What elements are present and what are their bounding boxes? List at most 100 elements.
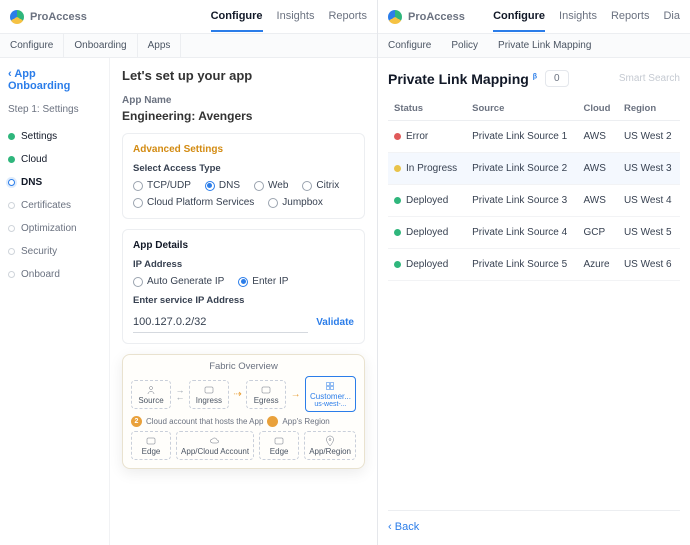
step-item[interactable]: Cloud: [8, 148, 101, 171]
cell-source: Private Link Source 2: [466, 153, 577, 185]
step-item[interactable]: Optimization: [8, 217, 101, 240]
col-region[interactable]: Region: [618, 97, 680, 121]
col-cloud[interactable]: Cloud: [577, 97, 617, 121]
table-row[interactable]: DeployedPrivate Link Source 4GCPUS West …: [388, 217, 680, 249]
right-subnav: Configure Policy Private Link Mapping: [378, 34, 690, 58]
cell-status: Deployed: [388, 249, 466, 281]
tab-configure[interactable]: Configure: [493, 2, 545, 32]
access-type-radio[interactable]: Jumpbox: [268, 197, 323, 208]
table-row[interactable]: DeployedPrivate Link Source 5AzureUS Wes…: [388, 249, 680, 281]
fabric-node-source: Source: [131, 380, 171, 409]
table-row[interactable]: ErrorPrivate Link Source 1AWSUS West 2: [388, 121, 680, 153]
right-pane: ProAccess Configure Insights Reports Dia…: [378, 0, 690, 545]
step-dot-icon: [8, 179, 15, 186]
step-item[interactable]: Settings: [8, 125, 101, 148]
step-label: Settings: [21, 131, 57, 142]
subnav-private-link[interactable]: Private Link Mapping: [488, 34, 601, 57]
right-header: ProAccess Configure Insights Reports Dia: [378, 0, 690, 34]
access-type-radio[interactable]: TCP/UDP: [133, 180, 191, 191]
cell-status: In Progress: [388, 153, 466, 185]
ip-radio[interactable]: Enter IP: [238, 276, 288, 287]
radio-icon: [254, 181, 264, 191]
subnav-policy[interactable]: Policy: [441, 34, 488, 57]
fabric-node-edge2: Edge: [259, 431, 299, 460]
subnav-configure[interactable]: Configure: [0, 34, 64, 57]
table-row[interactable]: In ProgressPrivate Link Source 2AWSUS We…: [388, 153, 680, 185]
radio-label: Jumpbox: [282, 197, 323, 208]
back-label: App Onboarding: [8, 68, 70, 92]
access-type-radio[interactable]: Web: [254, 180, 288, 191]
tab-configure[interactable]: Configure: [211, 2, 263, 32]
cell-region: US West 4: [618, 185, 680, 217]
radio-label: Citrix: [316, 180, 339, 191]
fabric-note-num: 2: [131, 416, 142, 427]
step-dot-icon: [8, 202, 15, 209]
step-label: Certificates: [21, 200, 71, 211]
radio-label: Enter IP: [252, 276, 288, 287]
fabric-node-customer: Customer...us-west-...: [305, 376, 356, 412]
left-header-tabs: Configure Insights Reports: [211, 2, 367, 32]
service-ip-input[interactable]: [133, 312, 308, 333]
fabric-node-ingress: Ingress: [189, 380, 229, 409]
fabric-title: Fabric Overview: [131, 361, 356, 372]
subnav-onboarding[interactable]: Onboarding: [64, 34, 137, 57]
step-label: Onboard: [21, 269, 60, 280]
step-item[interactable]: Onboard: [8, 263, 101, 286]
brand-name: ProAccess: [30, 11, 87, 23]
status-dot-icon: [394, 197, 401, 204]
subnav-configure[interactable]: Configure: [378, 34, 441, 57]
cell-source: Private Link Source 4: [466, 217, 577, 249]
fabric-overview-card: Fabric Overview Source →← Ingress ⇢ Egre…: [122, 354, 365, 469]
radio-label: DNS: [219, 180, 240, 191]
left-header: ProAccess Configure Insights Reports: [0, 0, 377, 34]
tab-reports[interactable]: Reports: [611, 2, 650, 32]
fabric-node-cloud-account: App/Cloud Account: [176, 431, 254, 460]
table-row[interactable]: DeployedPrivate Link Source 3AWSUS West …: [388, 185, 680, 217]
subnav-apps[interactable]: Apps: [138, 34, 182, 57]
brand-logo-icon: [10, 10, 24, 24]
step-dot-icon: [8, 271, 15, 278]
col-source[interactable]: Source: [466, 97, 577, 121]
radio-icon: [238, 277, 248, 287]
access-type-radio[interactable]: Cloud Platform Services: [133, 197, 254, 208]
status-dot-icon: [394, 133, 401, 140]
radio-icon: [133, 277, 143, 287]
access-type-radio[interactable]: DNS: [205, 180, 240, 191]
brand-logo-icon: [388, 10, 402, 24]
col-status[interactable]: Status: [388, 97, 466, 121]
ip-radio[interactable]: Auto Generate IP: [133, 276, 224, 287]
cell-status: Error: [388, 121, 466, 153]
search-input[interactable]: Smart Search: [619, 73, 680, 84]
fabric-node-region: App/Region: [304, 431, 356, 460]
radio-label: Auto Generate IP: [147, 276, 224, 287]
right-header-tabs: Configure Insights Reports Dia: [493, 2, 680, 32]
cell-status: Deployed: [388, 217, 466, 249]
app-details-title: App Details: [133, 240, 354, 251]
step-list: Settings CloudDNS Certificates Optimization…: [8, 125, 101, 286]
step-item[interactable]: DNS: [8, 171, 101, 194]
back-link[interactable]: ‹ Back: [388, 510, 680, 539]
cell-cloud: Azure: [577, 249, 617, 281]
cell-cloud: GCP: [577, 217, 617, 249]
cell-region: US West 3: [618, 153, 680, 185]
app-name-label: App Name: [122, 95, 365, 106]
status-dot-icon: [394, 165, 401, 172]
left-main: Let's set up your app App Name Engineeri…: [110, 58, 377, 545]
left-pane: ProAccess Configure Insights Reports Con…: [0, 0, 378, 545]
tab-insights[interactable]: Insights: [277, 2, 315, 32]
cell-cloud: AWS: [577, 121, 617, 153]
right-body: Private Link Mapping β 0 Smart Search St…: [378, 58, 690, 545]
cell-cloud: AWS: [577, 153, 617, 185]
radio-icon: [268, 198, 278, 208]
access-type-radio[interactable]: Citrix: [302, 180, 339, 191]
validate-button[interactable]: Validate: [316, 317, 354, 328]
tab-insights[interactable]: Insights: [559, 2, 597, 32]
step-item[interactable]: Certificates: [8, 194, 101, 217]
advanced-settings-title: Advanced Settings: [133, 144, 354, 155]
left-sidebar: ‹ App Onboarding Step 1: Settings Settin…: [0, 58, 110, 545]
tab-reports[interactable]: Reports: [328, 2, 367, 32]
tab-extra[interactable]: Dia: [663, 2, 680, 32]
brand-name: ProAccess: [408, 11, 465, 23]
step-item[interactable]: Security: [8, 240, 101, 263]
back-app-onboarding[interactable]: ‹ App Onboarding: [8, 68, 101, 92]
